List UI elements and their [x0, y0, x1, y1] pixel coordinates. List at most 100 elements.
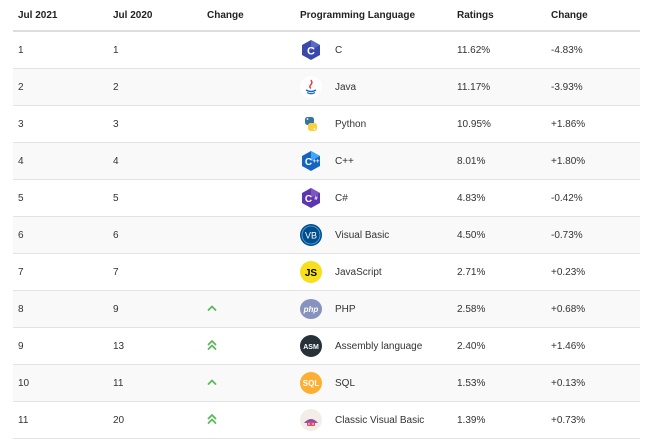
rank-jul-2021: 5: [18, 192, 24, 204]
header-jul-2020[interactable]: Jul 2020: [113, 9, 153, 21]
rating-change-value: -4.83%: [551, 44, 583, 56]
rating-change-value: -3.93%: [551, 81, 583, 93]
table-row: 8 9 php PHP 2.58% +0.68%: [13, 291, 640, 328]
tiobe-index-table: Jul 2021 Jul 2020 Change Programming Lan…: [13, 0, 640, 439]
trend-cell: [207, 291, 217, 327]
language-cell: VB Visual Basic: [300, 217, 389, 253]
trend-cell: [207, 365, 217, 401]
arrow-up-icon: [207, 378, 217, 389]
rank-jul-2020: 2: [113, 81, 119, 93]
svg-text:JS: JS: [305, 268, 318, 279]
double-arrow-up-icon: [207, 339, 217, 354]
cpp-logo-icon: C ++: [300, 150, 322, 172]
python-logo-icon: [300, 113, 322, 135]
csharp-logo-icon: C #: [300, 187, 322, 209]
rank-jul-2021: 11: [18, 414, 29, 426]
rank-jul-2020: 20: [113, 414, 125, 426]
rank-jul-2021: 9: [18, 340, 24, 352]
double-arrow-up-icon: [207, 413, 217, 428]
svg-text:C: C: [307, 46, 315, 58]
language-name: C: [335, 44, 343, 56]
language-name: PHP: [335, 303, 356, 315]
visual-basic-logo-icon: VB: [300, 224, 322, 246]
rating-change-value: +0.73%: [551, 414, 586, 426]
language-name: Python: [335, 118, 367, 130]
header-rating-change[interactable]: Change: [551, 9, 588, 21]
rating-value: 2.71%: [457, 266, 486, 278]
rank-jul-2021: 10: [18, 377, 30, 389]
svg-text:VB: VB: [305, 231, 317, 241]
rating-value: 11.17%: [457, 81, 491, 93]
rank-jul-2021: 4: [18, 155, 24, 167]
trend-cell: [207, 328, 217, 364]
rating-value: 2.58%: [457, 303, 486, 315]
table-row: 10 11 SQL SQL 1.53% +0.13%: [13, 365, 640, 402]
language-cell: Java: [300, 69, 356, 105]
rank-jul-2020: 4: [113, 155, 119, 167]
rank-jul-2021: 8: [18, 303, 24, 315]
language-name: C#: [335, 192, 348, 204]
trend-cell: [207, 402, 217, 438]
rank-jul-2020: 5: [113, 192, 119, 204]
c-logo-icon: C: [300, 39, 322, 61]
table-row: 11 20 Classic Visual Basic 1.39% +0.73%: [13, 402, 640, 439]
svg-text:C: C: [305, 194, 312, 205]
classic-vb-logo-icon: [300, 409, 322, 431]
rank-jul-2021: 3: [18, 118, 24, 130]
language-name: Java: [335, 81, 357, 93]
svg-text:ASM: ASM: [303, 344, 319, 351]
rating-change-value: +0.68%: [551, 303, 586, 315]
javascript-logo-icon: JS: [300, 261, 322, 283]
rating-value: 11.62%: [457, 44, 491, 56]
rank-jul-2020: 1: [113, 44, 119, 56]
svg-text:#: #: [314, 196, 318, 202]
language-name: Visual Basic: [335, 229, 390, 241]
table-row: 3 3 Python 10.95% +1.86%: [13, 106, 640, 143]
language-cell: SQL SQL: [300, 365, 355, 401]
header-change[interactable]: Change: [207, 9, 244, 21]
svg-text:SQL: SQL: [303, 379, 320, 388]
rating-value: 4.83%: [457, 192, 486, 204]
java-logo-icon: [300, 76, 322, 98]
rating-change-value: +0.13%: [551, 377, 586, 389]
sql-logo-icon: SQL: [300, 372, 322, 394]
rating-value: 8.01%: [457, 155, 486, 167]
table-row: 4 4 C ++ C++ 8.01% +1.80%: [13, 143, 640, 180]
language-cell: Classic Visual Basic: [300, 402, 424, 438]
language-cell: JS JavaScript: [300, 254, 382, 290]
header-ratings[interactable]: Ratings: [457, 9, 494, 21]
language-name: Assembly language: [335, 340, 423, 352]
rating-value: 1.53%: [457, 377, 486, 389]
assembly-logo-icon: ASM: [300, 335, 322, 357]
rank-jul-2020: 7: [113, 266, 119, 278]
table-header-row: Jul 2021 Jul 2020 Change Programming Lan…: [13, 0, 640, 32]
header-jul-2021[interactable]: Jul 2021: [18, 9, 58, 21]
table-row: 9 13 ASM Assembly language 2.40% +1.46%: [13, 328, 640, 365]
language-name: Classic Visual Basic: [335, 414, 425, 426]
rating-change-value: -0.42%: [551, 192, 583, 204]
svg-text:++: ++: [312, 159, 320, 165]
table-row: 7 7 JS JavaScript 2.71% +0.23%: [13, 254, 640, 291]
rating-change-value: -0.73%: [551, 229, 583, 241]
rating-change-value: +1.46%: [551, 340, 586, 352]
rating-value: 10.95%: [457, 118, 491, 130]
rank-jul-2020: 11: [113, 377, 124, 389]
rating-change-value: +1.80%: [551, 155, 586, 167]
rank-jul-2020: 13: [113, 340, 125, 352]
language-cell: Python: [300, 106, 366, 142]
arrow-up-icon: [207, 304, 217, 315]
rating-change-value: +1.86%: [551, 118, 586, 130]
rating-value: 1.39%: [457, 414, 486, 426]
rank-jul-2021: 7: [18, 266, 24, 278]
header-programming-language[interactable]: Programming Language: [300, 9, 416, 21]
table-row: 2 2 Java 11.17% -3.93%: [13, 69, 640, 106]
rating-change-value: +0.23%: [551, 266, 586, 278]
table-row: 5 5 C # C# 4.83% -0.42%: [13, 180, 640, 217]
table-row: 1 1 C C 11.62% -4.83%: [13, 32, 640, 69]
language-name: SQL: [335, 377, 356, 389]
svg-text:C: C: [305, 157, 312, 168]
php-logo-icon: php: [300, 298, 322, 320]
rank-jul-2020: 6: [113, 229, 119, 241]
language-name: JavaScript: [335, 266, 382, 278]
